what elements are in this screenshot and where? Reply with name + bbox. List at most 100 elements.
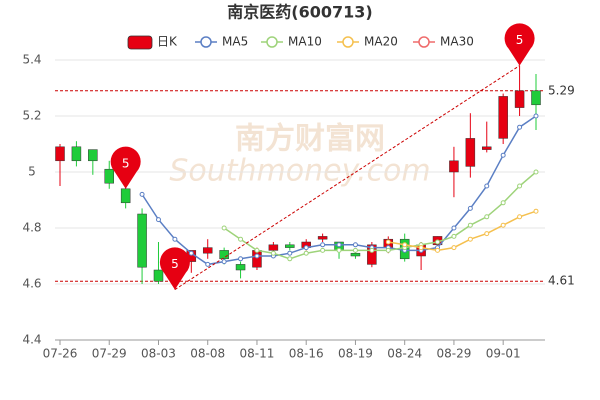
- x-tick-label: 08-24: [387, 347, 422, 361]
- ma-point: [287, 250, 293, 256]
- ma-point: [188, 250, 194, 256]
- reference-label: 5.29: [548, 83, 575, 97]
- y-tick-label: 5.4: [22, 53, 41, 67]
- marker-pin: [504, 23, 535, 66]
- candle-body: [482, 146, 492, 150]
- ma-point: [385, 239, 391, 245]
- ma-point: [336, 247, 342, 253]
- candle-body: [137, 213, 147, 268]
- ma-point: [484, 183, 490, 189]
- candle-body: [252, 250, 262, 268]
- ma-line: [223, 171, 537, 260]
- ma-point: [533, 208, 539, 214]
- candle-body: [367, 244, 377, 265]
- legend-dot: [266, 36, 278, 48]
- x-tick-label: 08-16: [289, 347, 324, 361]
- watermark-sub: Southmoney.com: [169, 154, 430, 189]
- candle-body: [88, 149, 98, 162]
- candle-body: [120, 188, 131, 204]
- candle-body: [235, 264, 246, 271]
- legend-label: MA30: [440, 35, 474, 49]
- candle-body: [55, 146, 65, 162]
- x-tick-label: 08-11: [240, 347, 275, 361]
- ma-point: [254, 247, 260, 253]
- ma-point: [221, 259, 227, 265]
- legend-dot: [342, 36, 354, 48]
- ma-point: [155, 217, 161, 223]
- ma-point: [500, 200, 506, 206]
- marker-pin: [159, 247, 190, 290]
- candle-body: [514, 90, 525, 108]
- y-tick-label: 4.4: [22, 333, 41, 347]
- ma-point: [451, 225, 457, 231]
- reference-label: 4.61: [548, 274, 575, 288]
- ma-point: [517, 214, 523, 220]
- ma-point: [238, 256, 244, 262]
- candle-body: [219, 250, 229, 260]
- candle-body: [285, 244, 295, 248]
- legend-label: MA20: [364, 35, 398, 49]
- ma-point: [435, 239, 441, 245]
- ma-point: [369, 247, 375, 253]
- trend-line: [174, 65, 520, 291]
- ma-point: [500, 222, 506, 228]
- chart-title: 南京医药(600713): [227, 3, 372, 22]
- legend-dot: [418, 36, 430, 48]
- candle-body: [202, 247, 213, 254]
- ma-point: [336, 242, 342, 248]
- ma-point: [418, 245, 424, 251]
- marker-label: 5: [122, 156, 130, 170]
- ma-point: [402, 242, 408, 248]
- ma-point: [172, 236, 178, 242]
- x-tick-label: 08-03: [141, 347, 176, 361]
- ma-point: [385, 247, 391, 253]
- candle-body: [153, 269, 164, 282]
- y-tick-label: 4.6: [22, 277, 41, 291]
- y-tick-label: 5.2: [22, 109, 41, 123]
- ma-point: [484, 214, 490, 220]
- x-tick-label: 09-01: [486, 347, 521, 361]
- x-tick-label: 08-29: [436, 347, 471, 361]
- ma-point: [467, 205, 473, 211]
- x-tick-label: 07-26: [43, 347, 78, 361]
- ma-point: [500, 152, 506, 158]
- marker-pin: [110, 146, 141, 189]
- ma-point: [238, 236, 244, 242]
- ma-point: [533, 113, 539, 119]
- ma-point: [467, 222, 473, 228]
- ma-point: [435, 247, 441, 253]
- ma-point: [451, 245, 457, 251]
- ma-point: [517, 183, 523, 189]
- ma-point: [533, 169, 539, 175]
- ma-point: [517, 124, 523, 130]
- ma-point: [270, 250, 276, 256]
- x-tick-label: 08-08: [190, 347, 225, 361]
- ma-point: [467, 236, 473, 242]
- legend-label: MA10: [288, 35, 322, 49]
- ma-point: [303, 250, 309, 256]
- watermark: 南方财富网: [235, 122, 385, 157]
- ma-point: [221, 225, 227, 231]
- candle-body: [449, 160, 459, 173]
- ma-point: [352, 242, 358, 248]
- marker-label: 5: [171, 257, 179, 271]
- y-tick-label: 5: [28, 165, 36, 179]
- legend-label: 日K: [157, 35, 178, 49]
- candle-body: [317, 236, 328, 240]
- candle-body: [498, 96, 508, 139]
- ma-point: [320, 242, 326, 248]
- legend-label: MA5: [222, 35, 248, 49]
- candle-body: [350, 252, 361, 257]
- ma-point: [303, 245, 309, 251]
- ma-line: [388, 210, 537, 252]
- ma-point: [139, 191, 145, 197]
- ma-point: [205, 261, 211, 267]
- candle-body: [531, 90, 541, 106]
- candle-body: [268, 244, 279, 251]
- legend-dot: [200, 36, 212, 48]
- candle-body: [465, 138, 476, 167]
- ma-point: [352, 247, 358, 253]
- ma-point: [484, 231, 490, 237]
- y-tick-label: 4.8: [22, 221, 41, 235]
